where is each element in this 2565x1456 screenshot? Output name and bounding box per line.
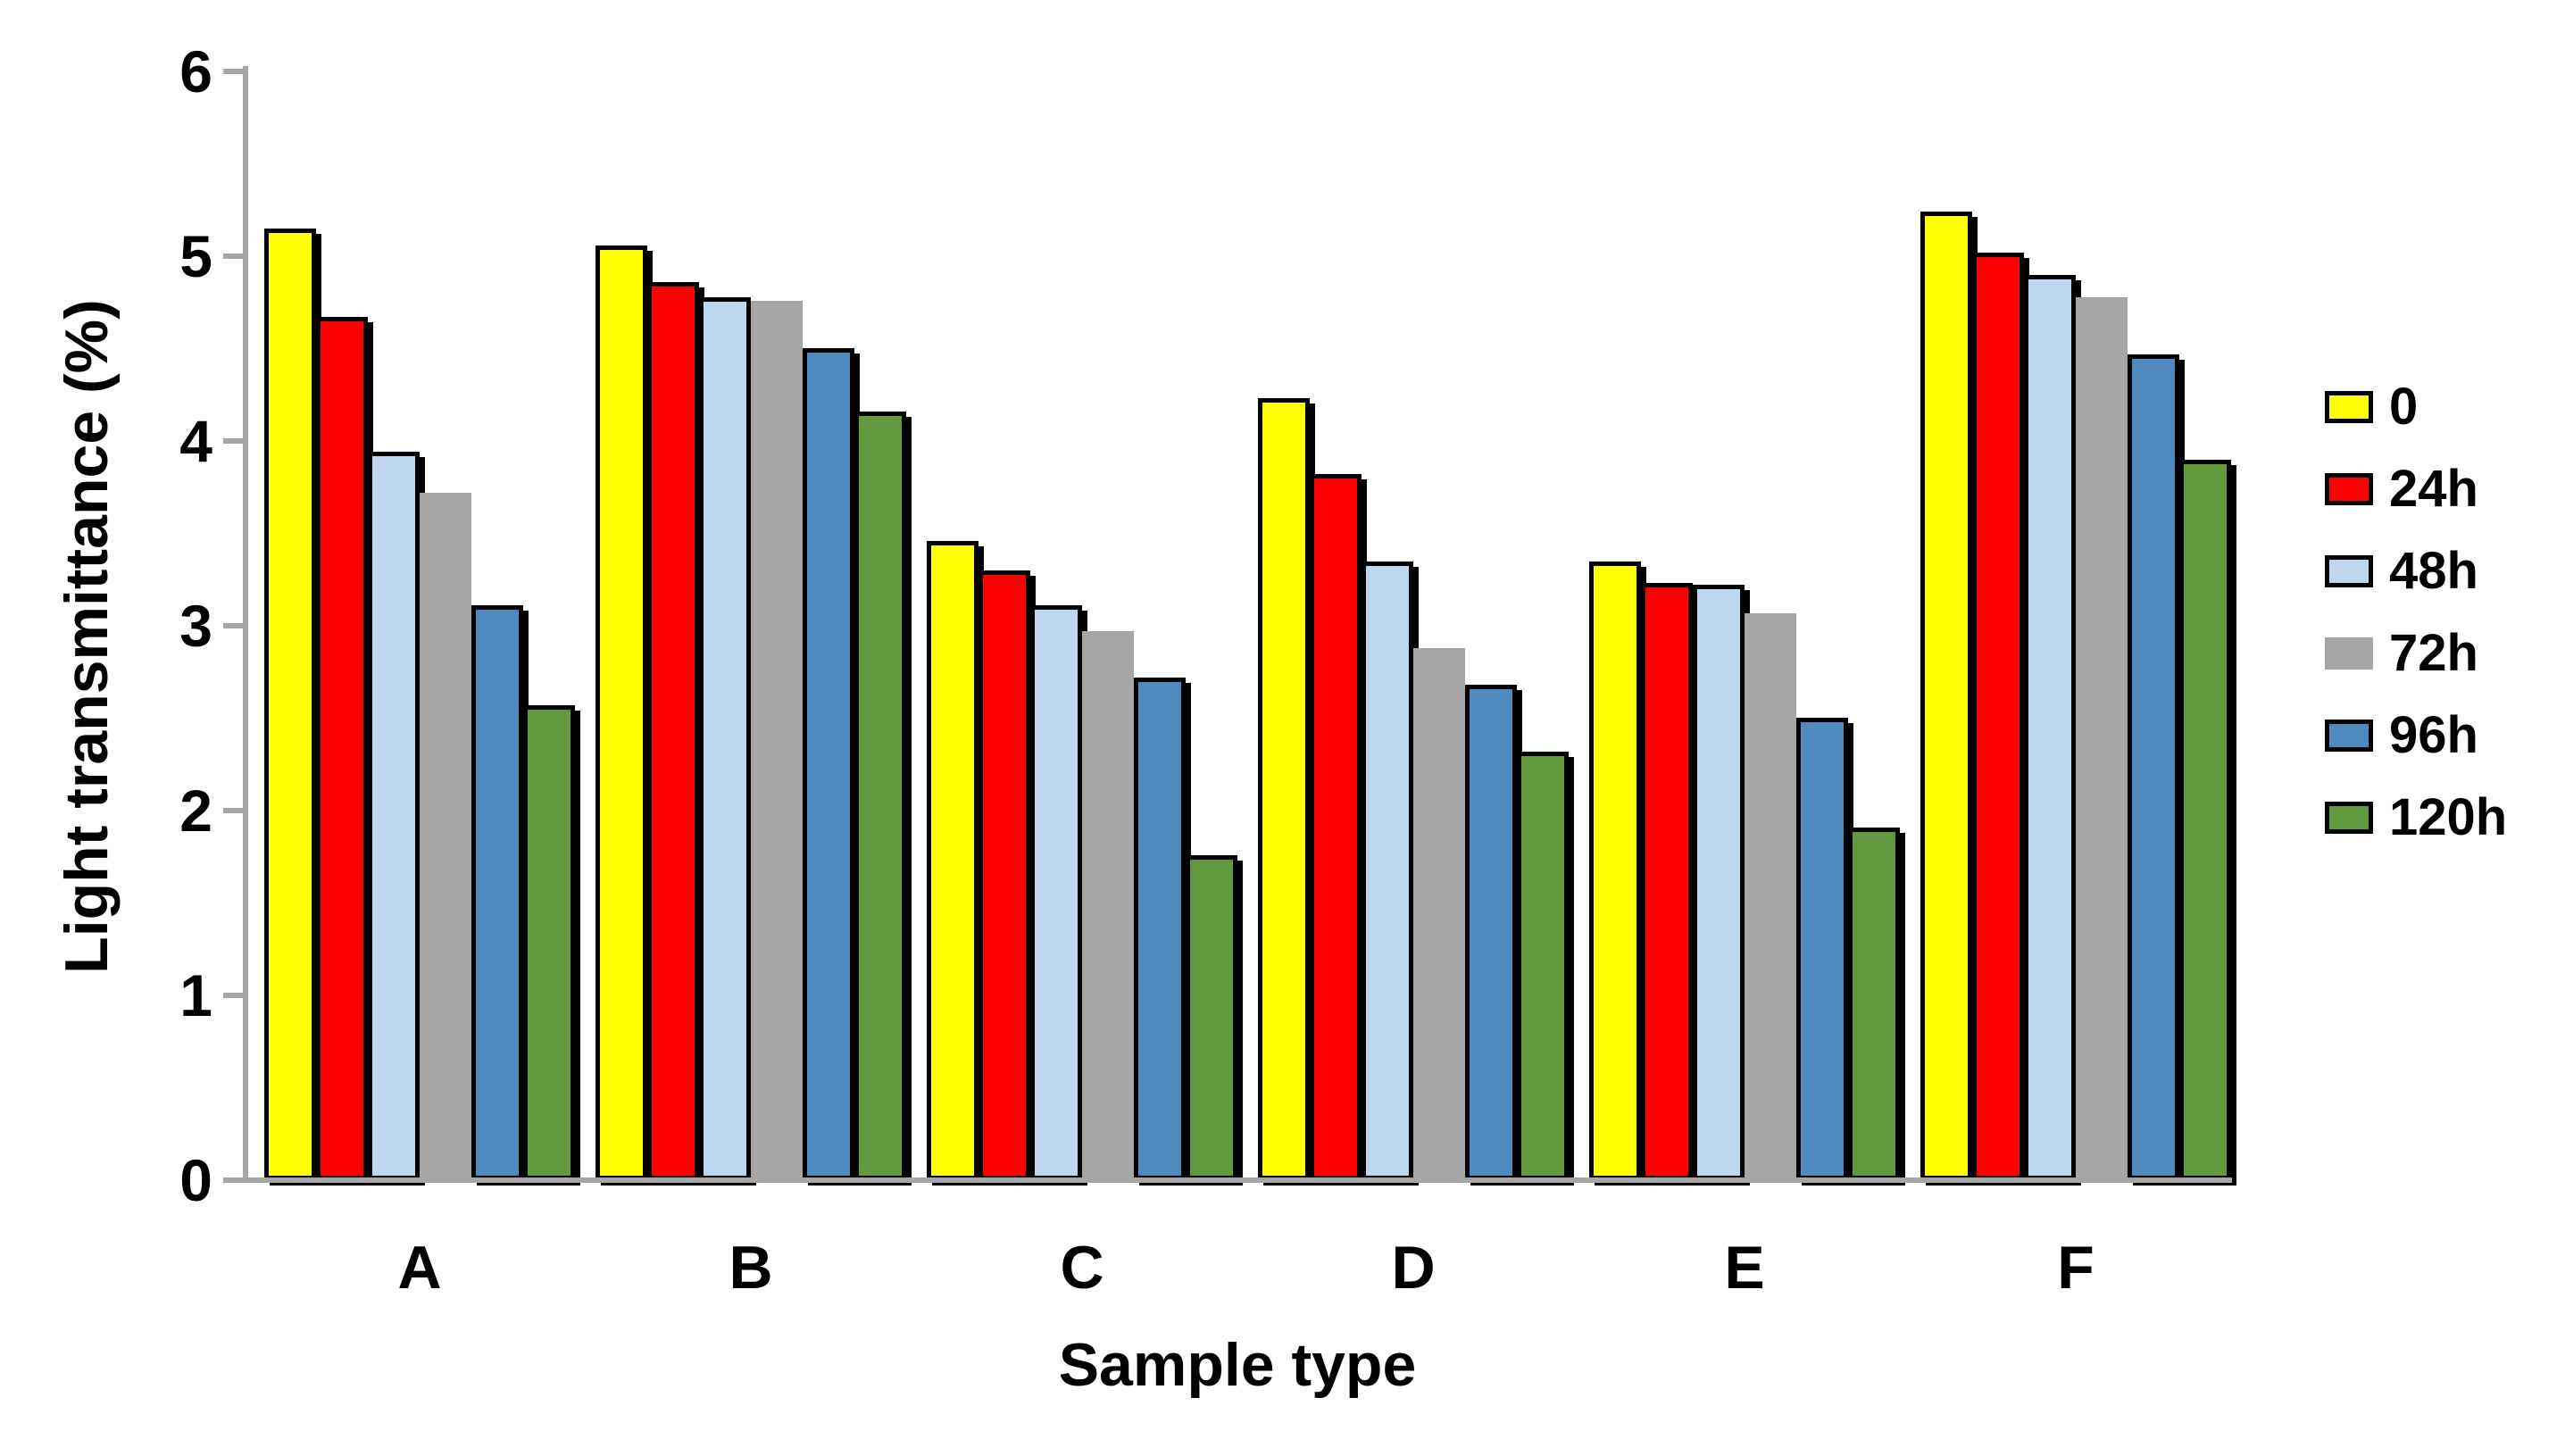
bar-E-72h (1745, 613, 1796, 1180)
legend-swatch-72h (2325, 637, 2373, 670)
legend-label: 48h (2389, 542, 2478, 600)
bar-A-48h (368, 452, 420, 1180)
bar-C-120h (1186, 855, 1237, 1180)
bar-D-96h (1465, 685, 1517, 1180)
legend-label: 96h (2389, 706, 2478, 764)
bar-A-0 (264, 229, 316, 1180)
bar-B-0 (595, 245, 647, 1180)
legend-item-72h: 72h (2325, 628, 2478, 679)
y-tick-label: 2 (179, 778, 212, 844)
legend-label: 0 (2389, 378, 2419, 436)
y-tick-mark (223, 438, 248, 444)
bar-F-24h (1972, 253, 2024, 1180)
legend-item-0: 0 (2325, 381, 2418, 433)
y-tick-label: 1 (179, 962, 212, 1028)
legend-swatch-48h (2325, 555, 2373, 587)
bar-C-48h (1030, 605, 1082, 1180)
bar-F-0 (1920, 212, 1972, 1180)
legend-swatch-96h (2325, 720, 2373, 752)
bar-A-96h (471, 605, 523, 1180)
legend-item-96h: 96h (2325, 710, 2478, 761)
bar-E-48h (1693, 585, 1745, 1180)
bar-D-48h (1362, 562, 1413, 1180)
bar-D-0 (1258, 398, 1310, 1180)
category-label-B: B (729, 1234, 773, 1302)
y-tick-label: 6 (179, 38, 212, 104)
bar-B-96h (803, 348, 854, 1180)
y-tick-mark (223, 993, 248, 998)
legend-label: 72h (2389, 624, 2478, 682)
category-label-A: A (397, 1234, 442, 1302)
bar-C-96h (1134, 678, 1186, 1180)
bar-F-48h (2024, 275, 2076, 1180)
x-axis-line (243, 1177, 2232, 1183)
category-label-C: C (1060, 1234, 1104, 1302)
bar-E-0 (1589, 562, 1641, 1180)
bar-C-24h (979, 570, 1030, 1180)
y-tick-label: 4 (179, 408, 212, 474)
category-label-D: D (1391, 1234, 1436, 1302)
bar-E-120h (1848, 828, 1900, 1180)
y-tick-label: 3 (179, 593, 212, 659)
bar-B-48h (699, 297, 751, 1180)
legend-item-24h: 24h (2325, 463, 2478, 515)
y-tick-mark (223, 69, 248, 74)
legend-swatch-0 (2325, 391, 2373, 423)
bar-A-120h (523, 705, 575, 1180)
bar-A-72h (420, 493, 471, 1180)
legend-swatch-120h (2325, 802, 2373, 834)
bar-D-120h (1517, 752, 1569, 1180)
y-tick-label: 0 (179, 1147, 212, 1213)
bar-E-24h (1641, 583, 1693, 1180)
x-axis-title: Sample type (1058, 1331, 1417, 1399)
y-tick-mark (223, 254, 248, 259)
legend-item-48h: 48h (2325, 545, 2478, 597)
bar-B-72h (751, 301, 803, 1180)
bar-F-96h (2128, 354, 2179, 1180)
legend-item-120h: 120h (2325, 792, 2507, 844)
bar-E-96h (1796, 718, 1848, 1180)
y-tick-label: 5 (179, 223, 212, 289)
legend-label: 24h (2389, 460, 2478, 518)
legend-label: 120h (2389, 788, 2508, 846)
bar-B-120h (854, 412, 906, 1180)
bar-D-72h (1413, 648, 1465, 1180)
bar-C-0 (927, 541, 979, 1180)
legend-swatch-24h (2325, 473, 2373, 505)
y-tick-mark (223, 1177, 248, 1183)
bar-F-72h (2076, 297, 2128, 1180)
category-label-F: F (2057, 1234, 2094, 1302)
y-tick-mark (223, 808, 248, 813)
bar-B-24h (647, 282, 699, 1180)
y-axis-line (243, 66, 248, 1183)
bar-A-24h (316, 317, 368, 1180)
bar-D-24h (1310, 474, 1362, 1180)
bar-F-120h (2179, 460, 2231, 1180)
y-tick-mark (223, 623, 248, 628)
bar-C-72h (1082, 631, 1134, 1180)
category-label-E: E (1724, 1234, 1765, 1302)
